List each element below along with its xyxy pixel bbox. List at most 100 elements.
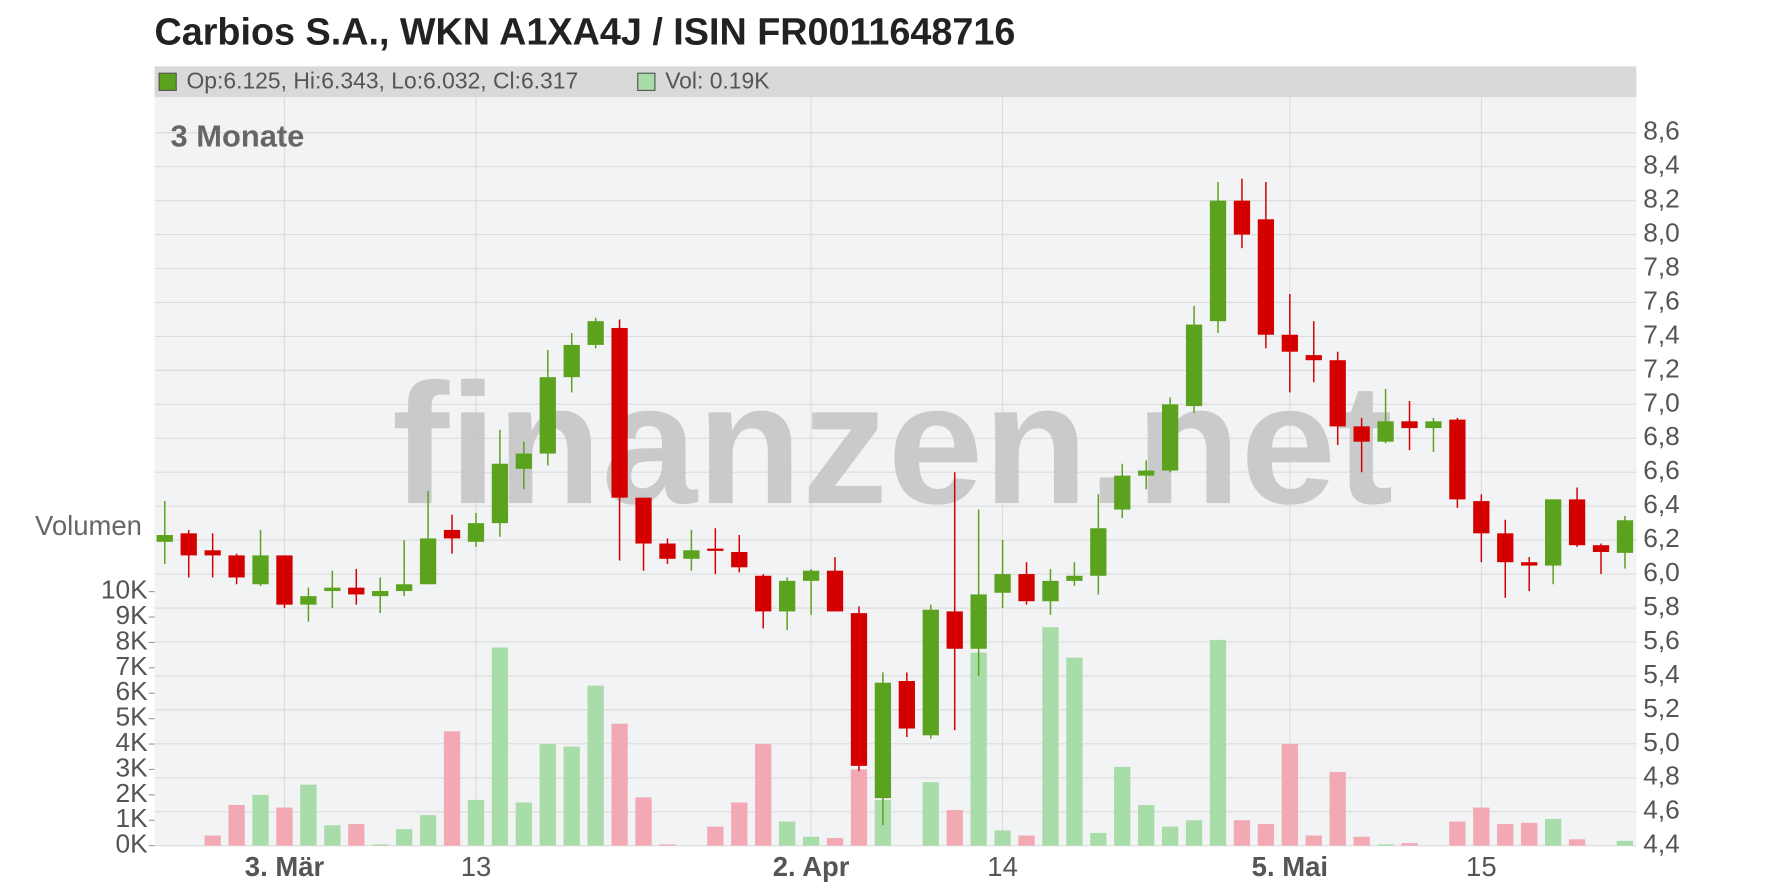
volume-bar: [946, 810, 963, 846]
y-tick-label: 5,2: [1643, 693, 1680, 723]
candle-body: [252, 555, 269, 585]
candle-body: [515, 453, 532, 469]
candle-body: [1449, 419, 1466, 500]
candle-body: [1592, 545, 1610, 553]
candle-body: [1544, 499, 1562, 566]
volume-bar: [1353, 836, 1370, 846]
volume-bar: [1066, 657, 1083, 846]
y-tick-label: 8,4: [1643, 150, 1680, 180]
volume-bar: [826, 838, 844, 846]
volume-bar: [587, 685, 604, 846]
volume-bar: [539, 744, 556, 846]
y-tick-label: 8,6: [1643, 116, 1680, 146]
y-tick-label: 8,0: [1643, 218, 1680, 248]
x-tick-label: 3. Mär: [245, 851, 325, 882]
marks: [156, 178, 1634, 846]
volume-bar: [1329, 771, 1346, 846]
candle-body: [611, 327, 628, 498]
volume-bar: [994, 830, 1011, 846]
grid: [154, 97, 1637, 847]
volume-bar: [563, 746, 580, 846]
volume-bar: [1185, 820, 1203, 846]
volume-bar: [970, 652, 987, 846]
x-tick-label: 14: [987, 851, 1018, 882]
volume-bar: [348, 824, 365, 846]
candle-body: [1114, 475, 1131, 510]
volume-bar: [1544, 818, 1562, 846]
volume-bar: [707, 826, 724, 846]
candle-body: [1233, 200, 1251, 235]
y-tick-label: 8,2: [1643, 184, 1680, 214]
legend-bar: [154, 66, 1637, 98]
volume-tick-label: 4K: [115, 727, 148, 757]
candle-body: [491, 463, 509, 524]
volume-bar: [635, 797, 652, 846]
volume-bar: [515, 802, 532, 846]
x-tick-label: 5. Mai: [1252, 851, 1328, 882]
plot-area: [154, 97, 1637, 846]
candle-body: [1401, 421, 1418, 429]
candle-body: [1497, 533, 1514, 563]
candle-body: [276, 555, 293, 605]
candle-body: [396, 584, 413, 592]
candle-body: [1018, 574, 1035, 602]
subtitle: 3 Monate: [171, 119, 305, 154]
volume-bar: [611, 723, 628, 846]
candle-body: [1329, 360, 1346, 427]
volume-bar: [1090, 832, 1107, 846]
volume-bar: [1497, 824, 1514, 846]
candle-body: [755, 575, 772, 612]
volume-tick-label: 2K: [115, 778, 148, 808]
candle-body: [443, 529, 461, 539]
volume-tick-label: 0K: [115, 829, 148, 859]
candle-body: [898, 681, 915, 729]
volume-bar: [659, 844, 676, 846]
candle-body: [587, 321, 604, 345]
y-tick-label: 6,8: [1643, 421, 1680, 451]
volume-bar: [1521, 822, 1538, 846]
candle-body: [419, 538, 437, 585]
volume-tick-label: 5K: [115, 702, 148, 732]
candle-body: [731, 552, 748, 568]
candle-body: [204, 550, 221, 556]
candle-body: [228, 555, 245, 578]
candle-body: [659, 543, 676, 559]
candle-body: [802, 570, 820, 581]
candle-body: [1042, 580, 1059, 602]
candle-body: [1185, 324, 1203, 407]
y-tick-label: 6,2: [1643, 523, 1680, 553]
y-tick-label: 5,0: [1643, 727, 1680, 757]
volume-tick-label: 3K: [115, 752, 148, 782]
candle-body: [1521, 562, 1538, 566]
candle-body: [970, 594, 987, 649]
volume-bar: [1616, 840, 1634, 846]
volume-tick-label: 1K: [115, 803, 148, 833]
y-tick-label: 7,6: [1643, 285, 1680, 315]
volume-bar: [419, 815, 437, 846]
candle-body: [1616, 520, 1634, 553]
y-tick-label: 5,4: [1643, 659, 1680, 689]
candle-body: [1090, 528, 1107, 576]
volume-bar: [802, 836, 820, 846]
candle-body: [563, 344, 580, 378]
watermark: finanzen.net: [392, 349, 1393, 540]
x-tick-label: 2. Apr: [773, 851, 850, 882]
candle-body: [324, 587, 341, 592]
candle-body: [1281, 334, 1298, 352]
volume-bar: [276, 807, 293, 846]
volume-bar: [1138, 805, 1155, 846]
candle-body: [1138, 470, 1155, 476]
candle-body: [994, 574, 1011, 593]
x-tick-label: 13: [461, 851, 492, 882]
volume-tick-label: 6K: [115, 676, 148, 706]
candle-body: [348, 587, 365, 595]
volume-bar: [252, 794, 269, 846]
y-tick-label: 4,8: [1643, 761, 1680, 791]
volume-bar: [467, 799, 485, 846]
legend-text: Op:6.125, Hi:6.343, Lo:6.032, Cl:6.317: [187, 67, 579, 93]
candle-body: [707, 548, 724, 551]
y-tick-label: 7,4: [1643, 319, 1680, 349]
volume-tick-label: 9K: [115, 600, 148, 630]
volume-axis-title: Volumen: [35, 510, 142, 541]
volume-bar: [755, 744, 772, 846]
